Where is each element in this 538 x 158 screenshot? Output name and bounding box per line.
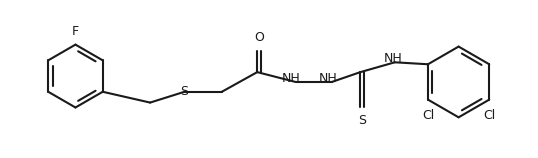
Text: S: S [358, 114, 366, 127]
Text: S: S [181, 85, 188, 98]
Text: Cl: Cl [422, 109, 434, 122]
Text: Cl: Cl [483, 109, 495, 122]
Text: NH: NH [318, 72, 337, 85]
Text: F: F [72, 25, 79, 38]
Text: NH: NH [384, 52, 402, 65]
Text: O: O [254, 31, 264, 44]
Text: NH: NH [282, 72, 301, 85]
